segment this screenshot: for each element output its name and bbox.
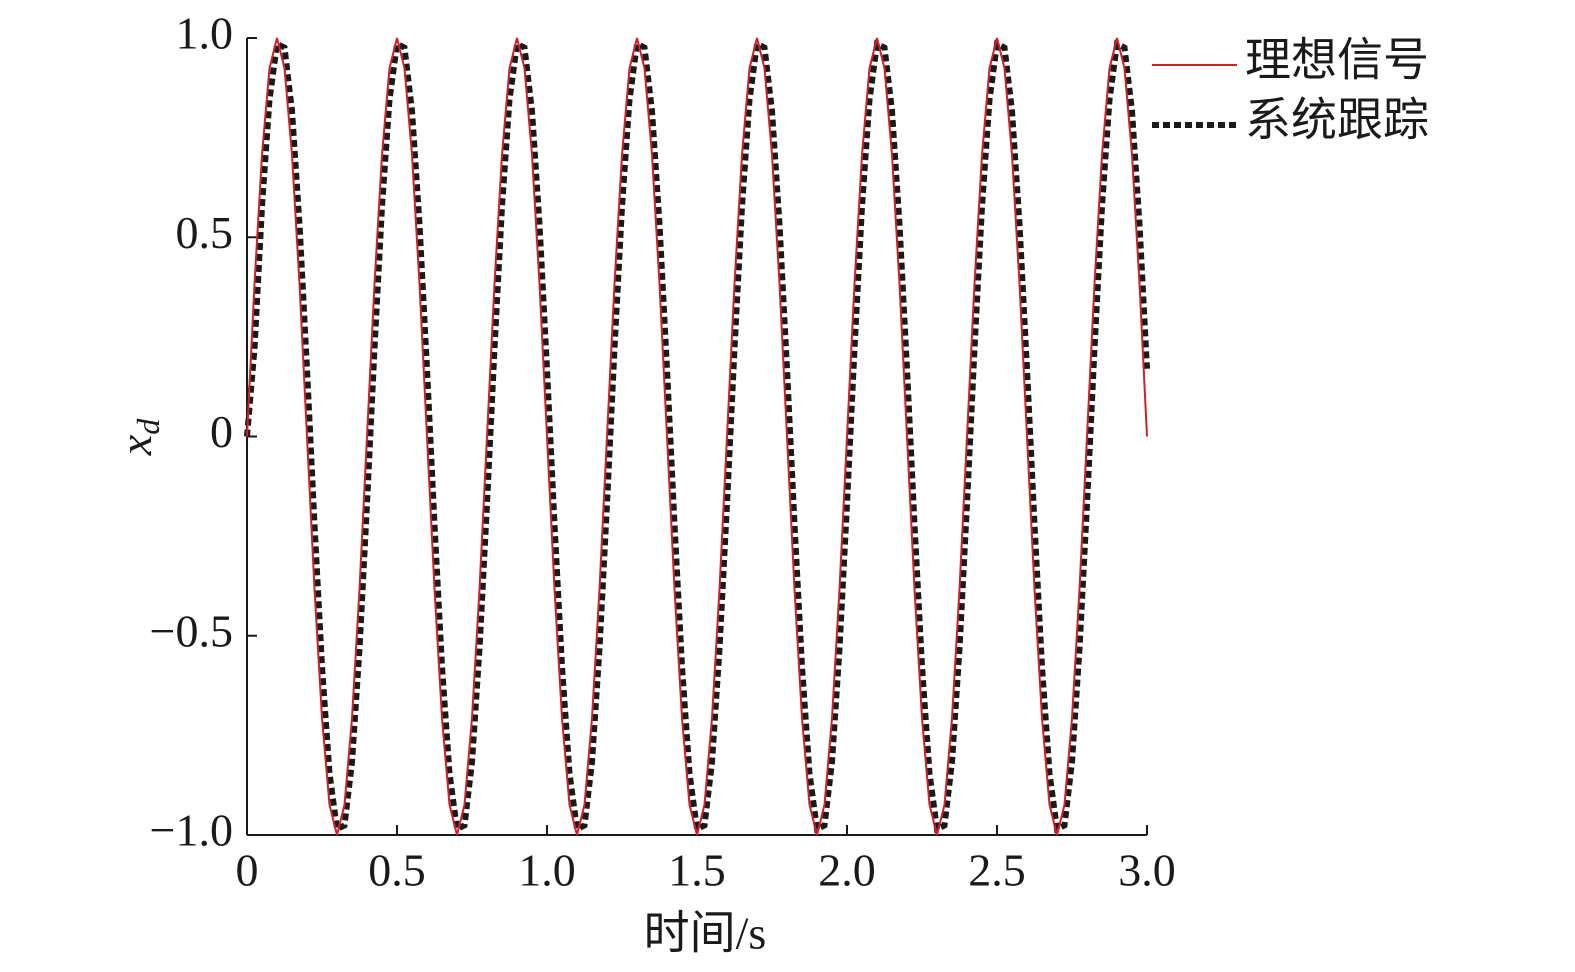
- x-tick-label: 1.5: [668, 845, 726, 896]
- x-tick-label: 1.0: [518, 845, 576, 896]
- y-tick-label: 0: [210, 406, 233, 457]
- y-label-main: x: [110, 434, 161, 456]
- x-axis-label: 时间/s: [644, 908, 767, 959]
- x-tick-label: 2.0: [818, 845, 876, 896]
- legend-label: 理想信号: [1245, 35, 1429, 86]
- x-tick-label: 3.0: [1118, 845, 1176, 896]
- y-tick-label: 0.5: [176, 207, 234, 258]
- legend-label: 系统跟踪: [1245, 95, 1429, 146]
- x-tick-label: 0.5: [368, 845, 426, 896]
- y-tick-label: −1.0: [150, 805, 233, 856]
- y-tick-label: 1.0: [176, 8, 234, 59]
- series-line: [244, 39, 1150, 834]
- x-tick-label: 0: [236, 845, 259, 896]
- y-label-sub: d: [130, 418, 166, 435]
- x-tick-label: 2.5: [968, 845, 1026, 896]
- y-tick-label: −0.5: [150, 605, 233, 656]
- y-axis-label: xd: [110, 418, 167, 456]
- series-line: [246, 37, 1148, 836]
